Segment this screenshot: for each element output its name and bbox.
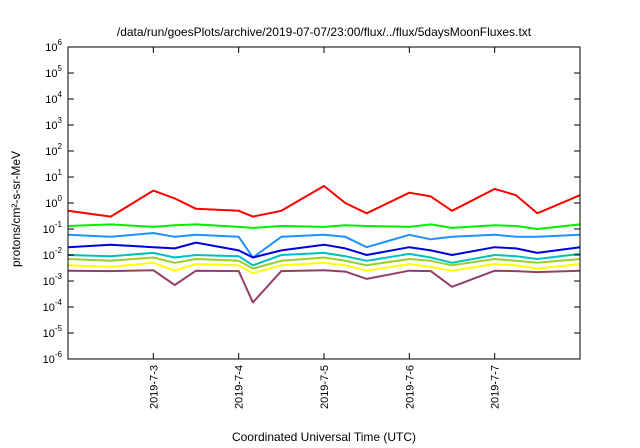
chart-title: /data/run/goesPlots/archive/2019-07-07/2… <box>117 25 532 39</box>
series-line-7 <box>67 261 581 275</box>
y-tick-label: 10-4 <box>43 298 63 314</box>
y-tick-label: 100 <box>45 194 62 210</box>
x-tick-label: 2019-7-6 <box>404 365 416 409</box>
series-line-6 <box>67 256 581 270</box>
y-tick-label: 106 <box>45 38 62 54</box>
y-tick-label: 101 <box>45 168 62 184</box>
y-tick-label: 10-5 <box>43 324 63 340</box>
x-tick-label: 2019-7-7 <box>490 365 502 409</box>
y-tick-label: 102 <box>45 142 62 158</box>
y-tick-label: 105 <box>45 64 62 80</box>
x-tick-label: 2019-7-3 <box>148 365 160 409</box>
series-line-1 <box>67 185 581 218</box>
series-line-5 <box>67 251 581 267</box>
x-axis-label: Coordinated Universal Time (UTC) <box>232 430 416 444</box>
plot-frame <box>67 46 581 360</box>
series-line-2 <box>67 223 581 230</box>
x-tick-label: 2019-7-5 <box>319 365 331 409</box>
series-line-4 <box>67 241 581 259</box>
y-tick-label: 104 <box>45 90 62 106</box>
y-tick-label: 103 <box>45 116 62 132</box>
x-tick-label: 2019-7-4 <box>234 365 246 409</box>
plot-area: 10-6 10-5 10-4 10-3 10-2 10-1 100 101 102 103 104 1… <box>43 38 581 409</box>
y-tick-label: 10-1 <box>43 220 63 236</box>
series-line-3 <box>67 232 581 259</box>
y-tick-label: 10-6 <box>43 350 63 366</box>
y-tick-label: 10-3 <box>43 272 63 288</box>
y-axis-label: protons/cm²-s-sr-MeV <box>9 151 23 267</box>
y-tick-label: 10-2 <box>43 246 63 262</box>
series-line-8 <box>67 269 581 304</box>
